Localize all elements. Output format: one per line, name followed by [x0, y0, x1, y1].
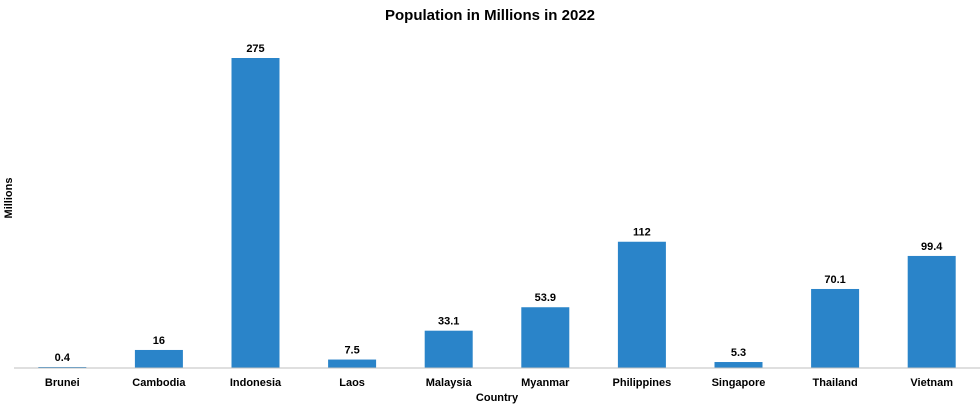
- data-label-brunei: 0.4: [55, 352, 71, 364]
- x-tick-brunei: Brunei: [45, 377, 80, 389]
- bar-laos: [328, 359, 377, 368]
- x-tick-cambodia: Cambodia: [132, 377, 186, 389]
- bar-cambodia: [134, 349, 183, 368]
- bars-group: [38, 58, 956, 368]
- data-label-myanmar: 53.9: [535, 292, 556, 304]
- data-label-indonesia: 275: [246, 43, 264, 55]
- x-tick-myanmar: Myanmar: [521, 377, 570, 389]
- bar-singapore: [714, 362, 763, 368]
- x-tick-laos: Laos: [339, 377, 365, 389]
- x-tick-vietnam: Vietnam: [910, 377, 953, 389]
- data-label-vietnam: 99.4: [921, 241, 943, 253]
- bar-myanmar: [521, 307, 570, 368]
- bar-thailand: [811, 288, 860, 368]
- chart-title: Population in Millions in 2022: [385, 7, 595, 24]
- bar-vietnam: [907, 255, 956, 368]
- data-label-laos: 7.5: [344, 345, 359, 357]
- data-label-malaysia: 33.1: [438, 316, 459, 328]
- x-tick-singapore: Singapore: [712, 377, 766, 389]
- data-label-philippines: 112: [633, 227, 651, 239]
- x-axis-title: Country: [476, 392, 519, 404]
- x-tick-malaysia: Malaysia: [426, 377, 473, 389]
- data-label-singapore: 5.3: [731, 347, 746, 359]
- x-tick-indonesia: Indonesia: [230, 377, 282, 389]
- x-tick-labels-group: Brunei Cambodia Indonesia Laos Malaysia Myanm…: [45, 377, 953, 389]
- data-labels-group: 0.4 16 275 7.5 33.1 53.9 112 5.3 70.1 99.4: [55, 43, 944, 364]
- y-axis-title: Millions: [3, 178, 15, 219]
- bar-indonesia: [231, 58, 280, 368]
- bar-philippines: [617, 241, 666, 368]
- data-label-cambodia: 16: [153, 335, 165, 347]
- data-label-thailand: 70.1: [824, 274, 845, 286]
- x-tick-thailand: Thailand: [812, 377, 857, 389]
- bar-malaysia: [424, 330, 473, 368]
- x-tick-philippines: Philippines: [613, 377, 672, 389]
